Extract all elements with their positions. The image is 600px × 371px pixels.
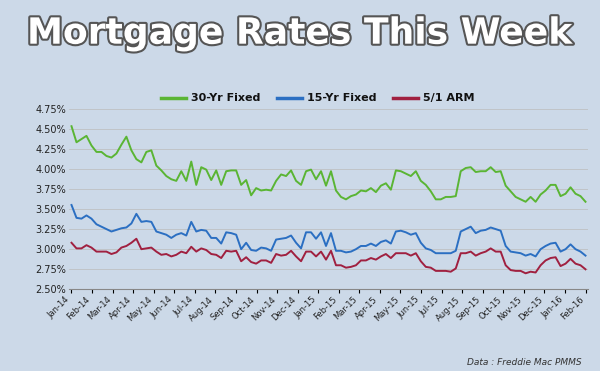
Text: Data : Freddie Mac PMMS: Data : Freddie Mac PMMS [467, 358, 582, 367]
Text: Mortgage Rates This Week: Mortgage Rates This Week [27, 17, 573, 51]
Legend: 30-Yr Fixed, 15-Yr Fixed, 5/1 ARM: 30-Yr Fixed, 15-Yr Fixed, 5/1 ARM [157, 89, 479, 108]
